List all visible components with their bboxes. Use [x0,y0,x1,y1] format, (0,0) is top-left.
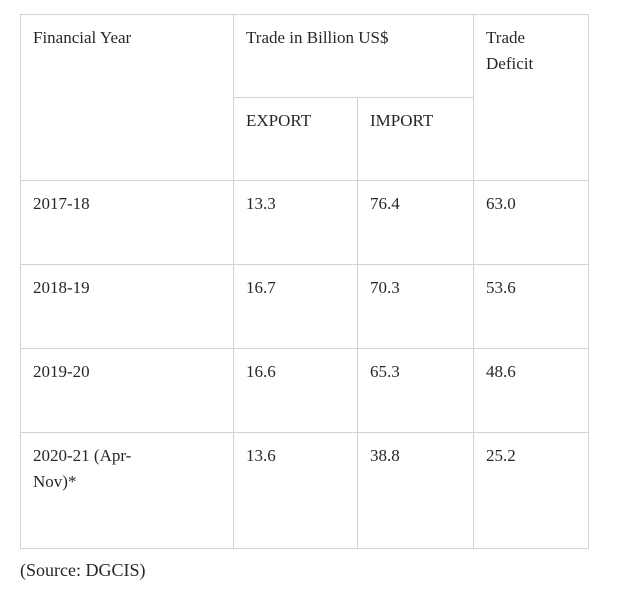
table-row: 2018-19 16.7 70.3 53.6 [20,264,590,349]
header-row-top: Financial Year Trade in Billion US$ Trad… [20,14,590,181]
header-import: IMPORT [356,97,475,181]
cell-import: 65.3 [356,348,475,433]
year-label: 2019-20 [33,362,90,381]
cell-deficit: 53.6 [473,264,590,349]
cell-deficit: 63.0 [473,180,590,265]
header-trade-deficit: Trade Deficit [473,14,590,181]
cell-export: 16.7 [233,264,358,349]
cell-year: 2017-18 [20,180,234,265]
cell-import: 70.3 [356,264,475,349]
cell-import: 76.4 [356,180,475,265]
cell-deficit: 25.2 [473,432,590,549]
cell-import: 38.8 [356,432,475,549]
cell-deficit: 48.6 [473,348,590,433]
table-row: 2017-18 13.3 76.4 63.0 [20,180,590,265]
cell-year: 2019-20 [20,348,234,433]
trade-statistics-table: Financial Year Trade in Billion US$ Trad… [20,14,590,549]
year-label: 2018-19 [33,278,90,297]
table-row: 2020-21 (Apr-Nov)* 13.6 38.8 25.2 [20,432,590,549]
header-export: EXPORT [233,97,358,181]
header-row-sub: EXPORT IMPORT [21,97,589,181]
cell-export: 13.6 [233,432,358,549]
table-row: 2019-20 16.6 65.3 48.6 [20,348,590,433]
year-label: 2020-21 (Apr-Nov)* [33,446,132,491]
year-label: 2017-18 [33,194,90,213]
cell-year: 2020-21 (Apr-Nov)* [20,432,234,549]
header-trade-group: Trade in Billion US$ [232,14,475,98]
cell-export: 13.3 [233,180,358,265]
cell-export: 16.6 [233,348,358,433]
cell-year: 2018-19 [20,264,234,349]
header-financial-year: Financial Year [20,14,234,181]
source-note: (Source: DGCIS) [20,560,146,580]
